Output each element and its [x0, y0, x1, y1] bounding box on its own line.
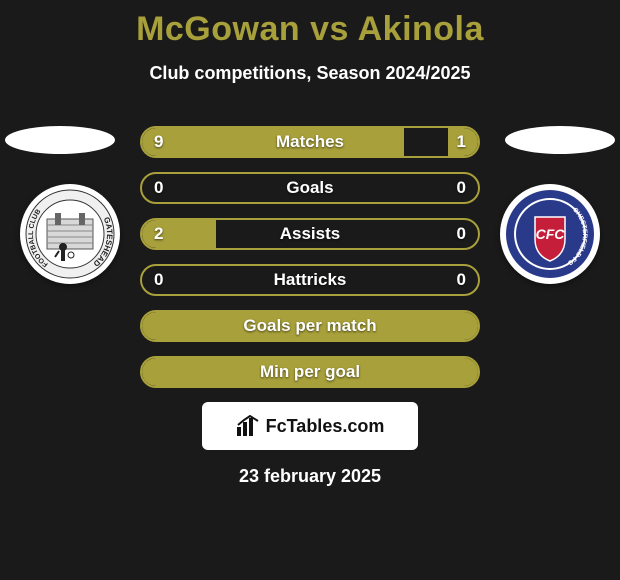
date-text: 23 february 2025: [0, 466, 620, 487]
chart-icon: [236, 415, 260, 437]
stat-value-left: 0: [154, 270, 163, 290]
stat-value-left: 2: [154, 224, 163, 244]
stat-label: Hattricks: [274, 270, 347, 290]
vs-text: vs: [310, 10, 349, 48]
stat-bars: 9 Matches 1 0 Goals 0 2 Assists 0 0 Hattricks 0 Goal…: [140, 126, 480, 388]
brand-text: FcTables.com: [266, 416, 385, 437]
stat-row-goals-per-match: Goals per match: [140, 310, 480, 342]
stat-label: Goals per match: [243, 316, 376, 336]
stat-label: Assists: [280, 224, 340, 244]
stat-value-right: 0: [457, 270, 466, 290]
stat-row-matches: 9 Matches 1: [140, 126, 480, 158]
gateshead-crest-icon: GATESHEAD FOOTBALL CLUB: [25, 189, 115, 279]
stat-value-right: 1: [457, 132, 466, 152]
player-right-name: Akinola: [358, 10, 484, 48]
stat-value-left: 9: [154, 132, 163, 152]
club-badge-left: GATESHEAD FOOTBALL CLUB: [20, 184, 120, 284]
stat-value-left: 0: [154, 178, 163, 198]
club-badge-right: CHESTERFIELD FC CFC: [500, 184, 600, 284]
stat-row-min-per-goal: Min per goal: [140, 356, 480, 388]
stat-label: Matches: [276, 132, 344, 152]
stat-row-hattricks: 0 Hattricks 0: [140, 264, 480, 296]
stat-row-goals: 0 Goals 0: [140, 172, 480, 204]
subtitle: Club competitions, Season 2024/2025: [0, 63, 620, 84]
comparison-panel: GATESHEAD FOOTBALL CLUB CHESTERFIE: [0, 126, 620, 388]
player-photo-placeholder-left: [5, 126, 115, 154]
stat-label: Goals: [286, 178, 333, 198]
brand-box: FcTables.com: [202, 402, 418, 450]
player-photo-placeholder-right: [505, 126, 615, 154]
stat-row-assists: 2 Assists 0: [140, 218, 480, 250]
svg-text:CFC: CFC: [536, 226, 566, 242]
page-title: McGowan vs Akinola: [0, 0, 620, 49]
stat-label: Min per goal: [260, 362, 360, 382]
stat-value-right: 0: [457, 178, 466, 198]
stat-value-right: 0: [457, 224, 466, 244]
chesterfield-crest-icon: CHESTERFIELD FC CFC: [505, 189, 595, 279]
player-left-name: McGowan: [136, 10, 300, 48]
bar-fill-left: [142, 128, 404, 156]
